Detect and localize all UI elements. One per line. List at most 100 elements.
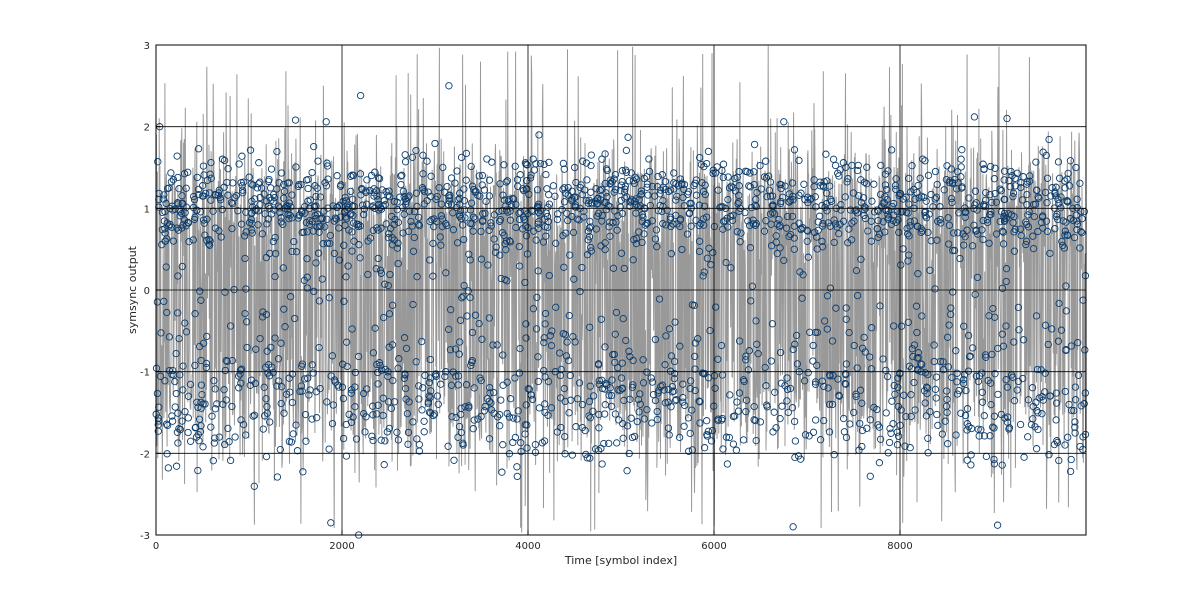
symbol-marker bbox=[963, 420, 971, 428]
symbol-marker bbox=[379, 394, 387, 402]
symbol-marker bbox=[619, 434, 627, 442]
symbol-marker bbox=[904, 318, 913, 326]
symbol-marker bbox=[992, 230, 1001, 238]
symbol-marker bbox=[950, 246, 959, 255]
symbol-marker bbox=[556, 349, 564, 357]
symbol-marker bbox=[464, 287, 473, 295]
symbol-marker bbox=[617, 374, 626, 382]
symbol-marker bbox=[578, 190, 586, 199]
symbol-marker bbox=[474, 415, 482, 423]
symbol-marker bbox=[965, 194, 973, 202]
symbol-marker bbox=[655, 295, 664, 303]
symbol-marker bbox=[498, 468, 506, 476]
symbol-marker bbox=[384, 281, 392, 290]
symbol-marker bbox=[519, 185, 527, 193]
symbol-marker bbox=[362, 187, 370, 195]
symbol-marker bbox=[773, 249, 781, 258]
symbol-marker bbox=[981, 202, 989, 211]
symbol-marker bbox=[511, 162, 519, 170]
symbol-marker bbox=[827, 195, 835, 204]
symbol-marker bbox=[259, 425, 267, 433]
symbol-marker bbox=[487, 219, 495, 227]
symbol-marker bbox=[1043, 199, 1051, 207]
symbol-marker bbox=[608, 376, 616, 384]
symbol-marker bbox=[1003, 383, 1012, 391]
symbol-marker bbox=[842, 304, 850, 312]
symbol-marker bbox=[692, 176, 701, 184]
symbol-marker bbox=[224, 424, 232, 433]
symbol-marker bbox=[280, 187, 289, 195]
symbol-marker bbox=[809, 341, 817, 350]
symbol-marker bbox=[162, 420, 171, 428]
symbol-marker bbox=[829, 155, 838, 163]
symbol-marker bbox=[982, 452, 991, 461]
symbol-marker bbox=[540, 160, 548, 169]
symbol-marker bbox=[551, 192, 559, 200]
symbol-marker bbox=[972, 199, 980, 207]
symbol-marker bbox=[292, 421, 300, 429]
symbol-marker bbox=[312, 192, 320, 201]
symbol-marker bbox=[228, 200, 237, 208]
symbol-marker bbox=[1071, 383, 1080, 391]
symbol-marker bbox=[668, 383, 677, 391]
symbol-marker bbox=[1016, 420, 1025, 429]
symbol-marker bbox=[246, 381, 254, 389]
symbol-marker bbox=[582, 196, 590, 205]
symbol-marker bbox=[305, 391, 313, 399]
symbol-marker bbox=[423, 157, 431, 165]
symbol-marker bbox=[243, 343, 251, 352]
symbol-marker bbox=[163, 308, 171, 317]
symbol-marker bbox=[560, 384, 568, 393]
symbol-marker bbox=[541, 309, 550, 318]
symbol-marker bbox=[861, 348, 869, 356]
symbol-marker bbox=[193, 173, 201, 182]
symbol-marker bbox=[399, 229, 407, 237]
symbol-marker bbox=[867, 237, 876, 245]
symbol-marker bbox=[312, 259, 320, 267]
symbol-marker bbox=[934, 217, 942, 225]
symbol-marker bbox=[266, 249, 274, 258]
symbol-marker bbox=[186, 437, 195, 445]
symbol-marker bbox=[751, 416, 759, 425]
symbol-marker bbox=[194, 190, 203, 199]
symbol-marker bbox=[360, 409, 368, 418]
symbol-marker bbox=[237, 379, 245, 387]
symbol-marker bbox=[860, 211, 868, 219]
symbol-marker bbox=[470, 384, 478, 392]
symbol-marker bbox=[312, 202, 320, 210]
symbol-marker bbox=[1010, 247, 1019, 255]
symbol-marker bbox=[522, 232, 531, 240]
symbol-marker bbox=[460, 185, 468, 193]
symbol-marker bbox=[914, 270, 922, 278]
symbol-marker bbox=[413, 435, 421, 443]
symbol-marker bbox=[168, 412, 176, 420]
symbol-marker bbox=[279, 220, 287, 228]
symbol-marker bbox=[913, 328, 921, 337]
symbol-marker bbox=[632, 239, 641, 248]
symbol-marker bbox=[882, 409, 890, 417]
symbol-marker bbox=[586, 382, 594, 390]
symbol-marker bbox=[409, 300, 417, 309]
symbol-marker bbox=[732, 446, 741, 454]
symbol-marker bbox=[659, 183, 667, 192]
symbol-marker bbox=[892, 185, 900, 194]
symbol-marker bbox=[748, 282, 757, 290]
symbol-marker bbox=[641, 221, 649, 229]
symbol-marker bbox=[601, 150, 609, 158]
symbol-marker bbox=[342, 420, 350, 429]
symbol-marker bbox=[617, 181, 626, 189]
symbol-marker bbox=[905, 251, 913, 259]
symbol-marker bbox=[538, 439, 546, 447]
symbol-marker bbox=[1078, 215, 1086, 223]
symbol-marker bbox=[1070, 233, 1079, 242]
grid-lines bbox=[156, 45, 1086, 535]
symbol-marker bbox=[687, 199, 695, 208]
symbol-marker bbox=[313, 210, 322, 218]
symbol-marker bbox=[854, 192, 863, 200]
symbol-marker bbox=[788, 179, 797, 187]
symbol-marker bbox=[373, 224, 381, 232]
symbol-marker bbox=[172, 349, 180, 358]
symbol-marker bbox=[1054, 158, 1063, 166]
symbol-marker bbox=[568, 195, 576, 203]
symbol-marker bbox=[399, 187, 408, 195]
